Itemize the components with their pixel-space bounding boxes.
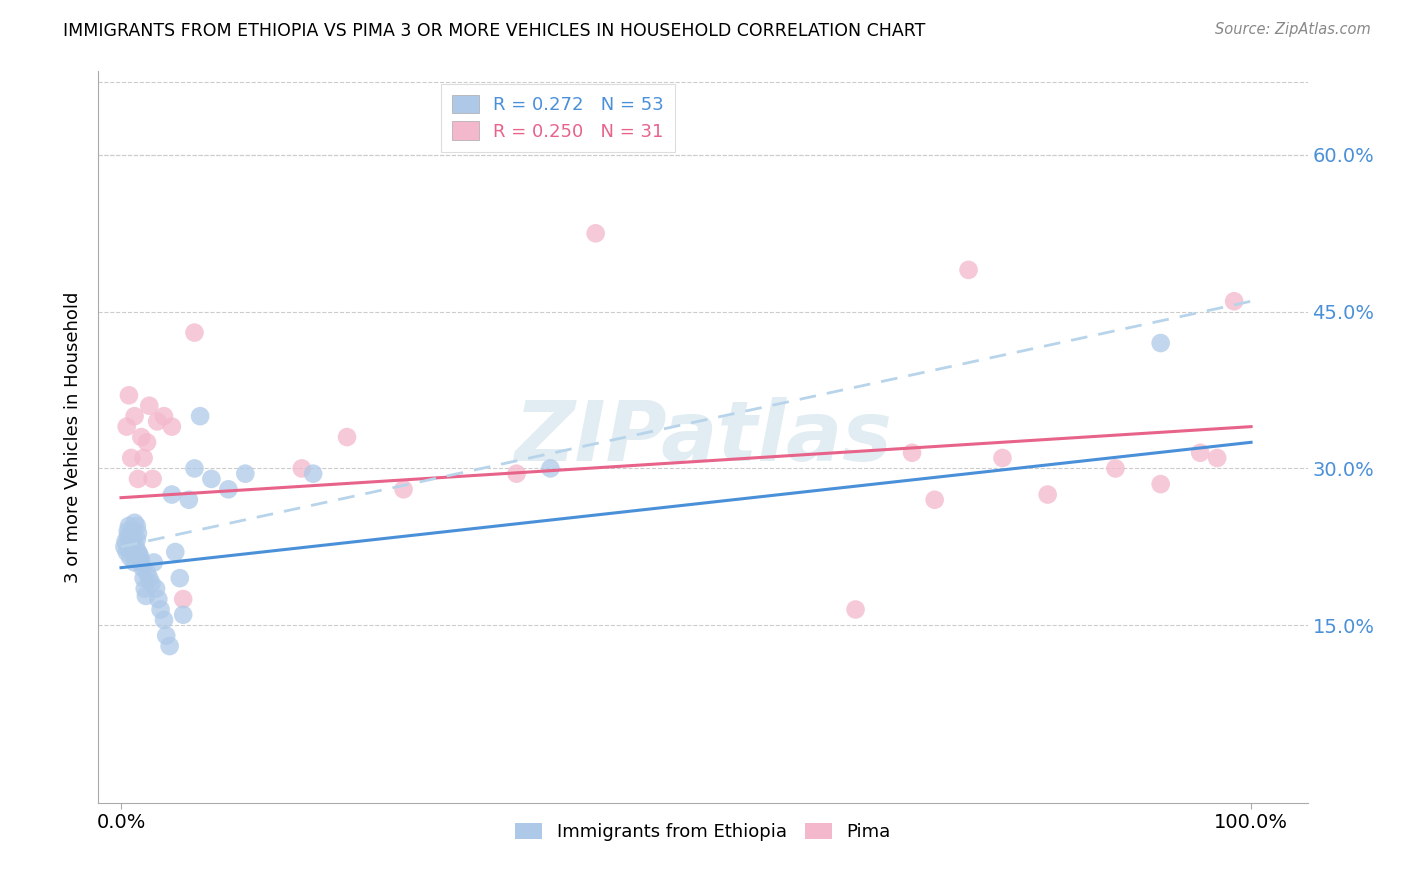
Point (1206, 450, 1229, 465)
Point (1223, 294, 1246, 309)
Point (121, 536, 143, 550)
Point (336, 430, 359, 444)
Point (136, 435, 159, 450)
Point (120, 450, 142, 465)
Point (136, 566, 159, 580)
Point (142, 472, 165, 486)
Point (160, 487, 183, 501)
Point (233, 467, 256, 481)
Point (217, 483, 239, 497)
Text: IMMIGRANTS FROM ETHIOPIA VS PIMA 3 OR MORE VEHICLES IN HOUSEHOLD CORRELATION CHA: IMMIGRANTS FROM ETHIOPIA VS PIMA 3 OR MO… (63, 22, 925, 40)
Legend: Immigrants from Ethiopia, Pima: Immigrants from Ethiopia, Pima (508, 816, 898, 848)
Point (183, 326, 205, 340)
Point (112, 540, 135, 554)
Point (117, 524, 139, 538)
Point (505, 467, 527, 481)
Point (134, 582, 156, 596)
Y-axis label: 3 or more Vehicles in Household: 3 or more Vehicles in Household (65, 292, 83, 582)
Point (118, 519, 141, 533)
Point (291, 461, 314, 475)
Point (155, 629, 177, 643)
Point (1036, 487, 1059, 501)
Point (125, 540, 148, 554)
Point (115, 419, 138, 434)
Point (159, 639, 181, 653)
Point (585, 227, 607, 241)
Point (169, 571, 191, 585)
Point (957, 263, 980, 277)
Point (1104, 461, 1126, 475)
Point (115, 545, 138, 559)
Point (131, 430, 153, 444)
Point (924, 492, 946, 507)
Point (138, 571, 160, 585)
Point (124, 516, 146, 530)
Point (114, 534, 136, 549)
Point (165, 545, 187, 559)
Point (120, 534, 142, 549)
Point (172, 592, 194, 607)
Point (160, 419, 183, 434)
Point (132, 571, 155, 585)
Point (120, 540, 142, 554)
Point (991, 450, 1014, 465)
Point (901, 446, 924, 460)
Point (128, 547, 150, 561)
Text: Source: ZipAtlas.com: Source: ZipAtlas.com (1215, 22, 1371, 37)
Point (153, 409, 176, 424)
Text: ZIPatlas: ZIPatlas (515, 397, 891, 477)
Point (125, 550, 148, 565)
Point (845, 602, 868, 616)
Point (148, 592, 170, 607)
Point (188, 409, 211, 424)
Point (120, 526, 142, 541)
Point (124, 556, 146, 570)
Point (121, 524, 143, 538)
Point (127, 472, 149, 486)
Point (131, 560, 153, 574)
Point (392, 483, 415, 497)
Point (172, 607, 194, 622)
Point (122, 543, 145, 558)
Point (538, 461, 561, 475)
Point (117, 529, 139, 543)
Point (118, 543, 141, 558)
Point (153, 613, 176, 627)
Point (149, 602, 172, 616)
Point (183, 461, 205, 475)
Point (127, 545, 149, 559)
Point (135, 589, 157, 603)
Point (145, 582, 167, 596)
Point (132, 450, 155, 465)
Point (142, 556, 165, 570)
Point (125, 519, 148, 533)
Point (141, 576, 163, 591)
Point (200, 472, 222, 486)
Point (1150, 336, 1173, 351)
Point (125, 533, 148, 547)
Point (1189, 446, 1212, 460)
Point (120, 550, 142, 565)
Point (1150, 477, 1173, 491)
Point (146, 414, 169, 428)
Point (118, 388, 141, 402)
Point (129, 550, 152, 565)
Point (138, 399, 160, 413)
Point (124, 409, 146, 424)
Point (302, 467, 325, 481)
Point (177, 492, 200, 507)
Point (127, 526, 149, 541)
Point (131, 556, 153, 570)
Point (122, 529, 145, 543)
